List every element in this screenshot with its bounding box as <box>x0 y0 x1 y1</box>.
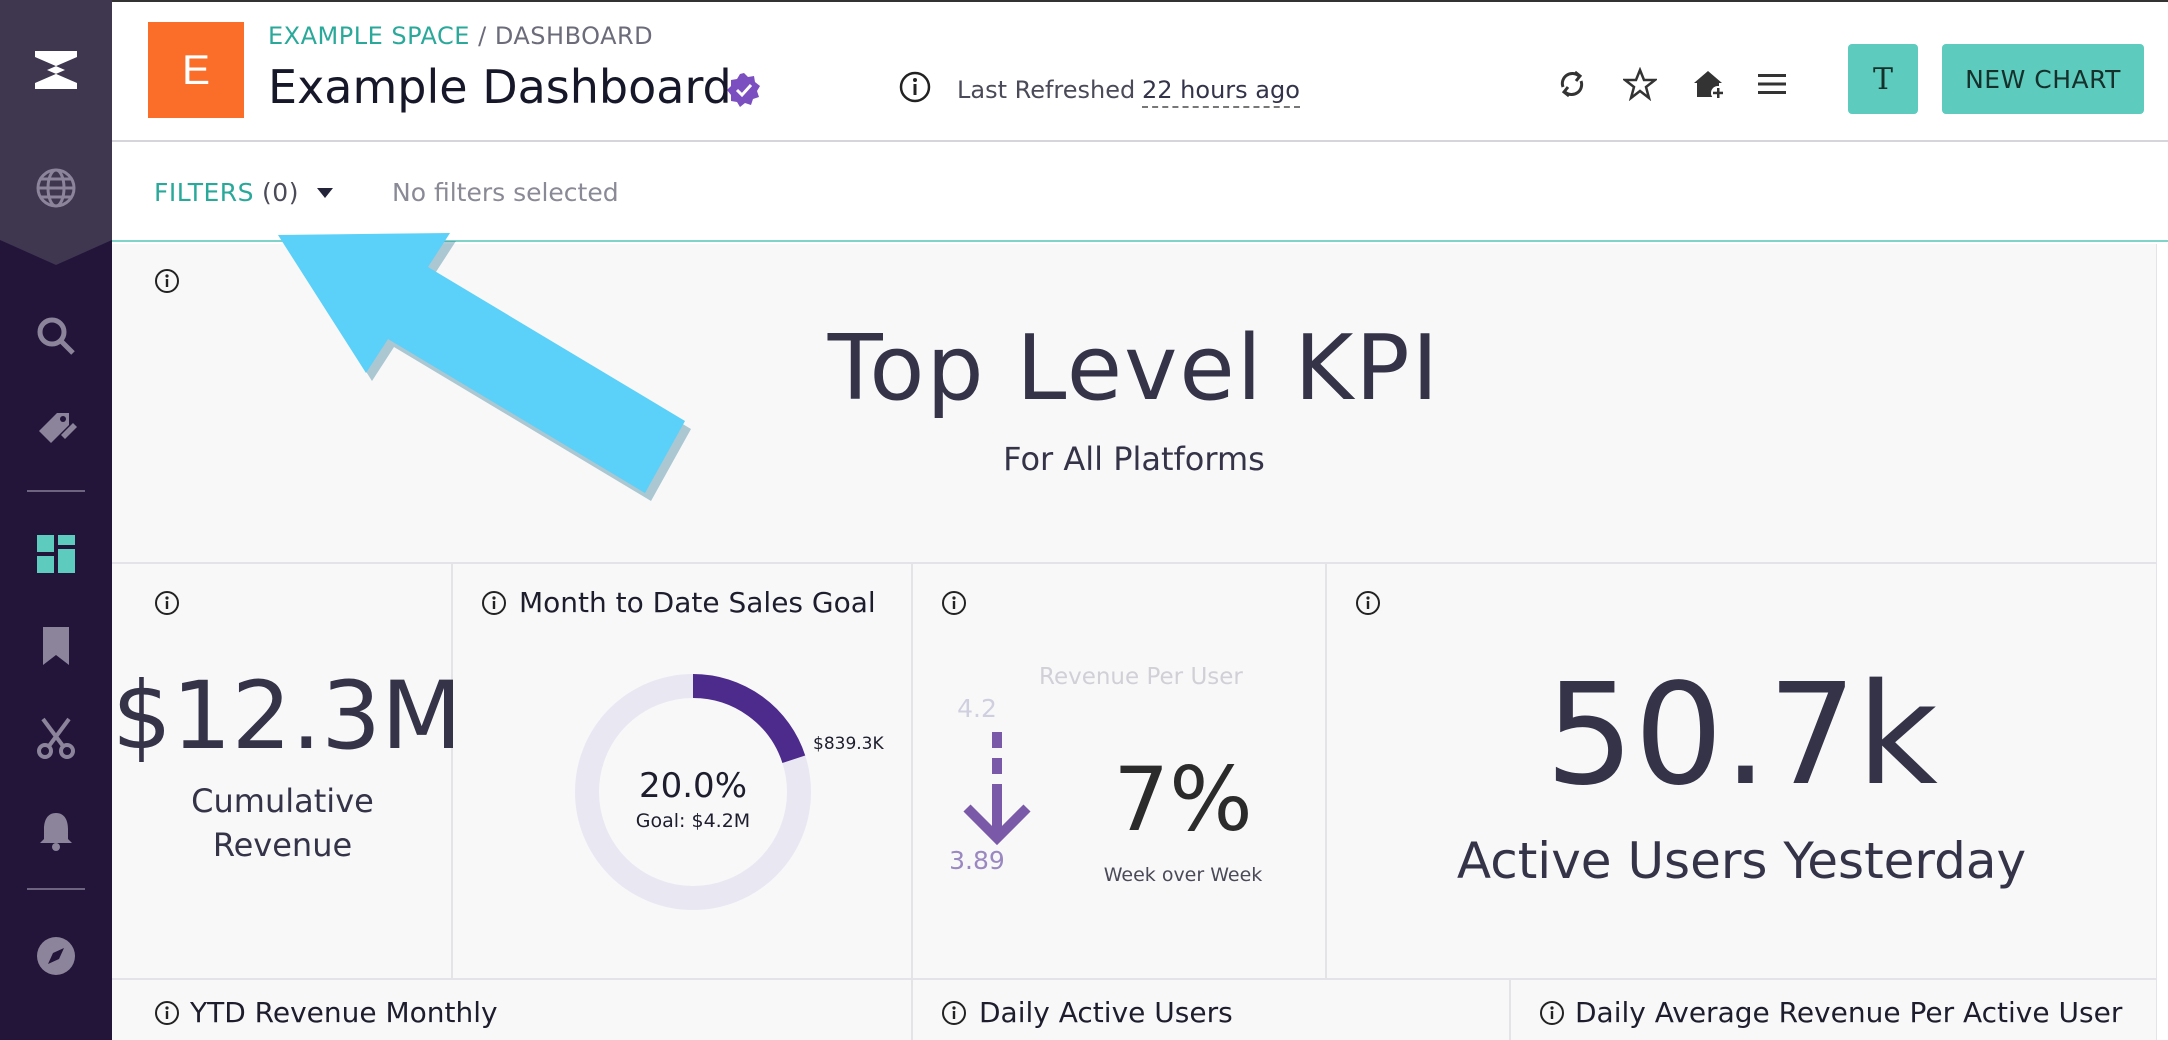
annotation-arrow <box>278 233 691 501</box>
refresh-icon[interactable] <box>1552 64 1592 104</box>
last-refreshed-value[interactable]: 22 hours ago <box>1142 76 1300 108</box>
ytd-revenue-tile[interactable]: YTD Revenue Monthly <box>112 980 913 1040</box>
cumulative-revenue-label-line1: Cumulative <box>191 782 374 820</box>
daily-avg-revenue-title: Daily Average Revenue Per Active User <box>1575 996 2123 1029</box>
info-icon[interactable] <box>154 590 180 616</box>
page-title: Example Dashboard <box>268 60 732 114</box>
sidebar-divider <box>27 888 85 890</box>
last-refreshed-label: Last Refreshed <box>957 76 1136 104</box>
info-icon[interactable] <box>941 1000 967 1026</box>
gauge-progress-arc <box>692 674 806 764</box>
bell-icon[interactable] <box>26 800 86 860</box>
kpi-subtitle: For All Platforms <box>1003 440 1265 478</box>
chevron-down-icon <box>316 187 333 198</box>
cumulative-revenue-label-line2: Revenue <box>212 826 353 864</box>
header: E EXAMPLE SPACE / DASHBOARD Example Dash… <box>112 0 2168 142</box>
filters-button[interactable]: FILTERS (0) <box>154 178 333 207</box>
ytd-revenue-title: YTD Revenue Monthly <box>190 996 498 1029</box>
breadcrumb-separator: / <box>469 22 495 50</box>
info-icon[interactable] <box>898 70 932 104</box>
active-users-tile[interactable]: 50.7k Active Users Yesterday <box>1327 564 2156 980</box>
daily-active-users-tile[interactable]: Daily Active Users <box>913 980 1511 1040</box>
compass-icon[interactable] <box>26 926 86 986</box>
sidebar <box>0 0 112 1040</box>
globe-icon[interactable] <box>26 158 86 218</box>
info-icon[interactable] <box>154 1000 180 1026</box>
breadcrumb-space-link[interactable]: EXAMPLE SPACE <box>268 22 470 50</box>
daily-avg-revenue-tile[interactable]: Daily Average Revenue Per Active User <box>1511 980 2156 1040</box>
home-add-icon[interactable] <box>1688 64 1728 104</box>
info-icon[interactable] <box>154 268 180 294</box>
filters-label: FILTERS <box>154 178 255 207</box>
kpi-title: Top Level KPI <box>827 316 1441 421</box>
sales-goal-current: $839.3K <box>813 734 884 754</box>
rpu-title: Revenue Per User <box>1039 664 1243 690</box>
sales-goal-percent: 20.0% <box>638 766 747 806</box>
filters-count: (0) <box>262 178 299 207</box>
info-icon[interactable] <box>941 590 967 616</box>
active-users-value: 50.7k <box>1545 654 1938 817</box>
breadcrumb-page: DASHBOARD <box>494 22 654 50</box>
search-icon[interactable] <box>26 306 86 366</box>
space-logo[interactable]: E <box>148 22 244 118</box>
cumulative-revenue-tile[interactable]: $12.3M Cumulative Revenue <box>112 564 463 980</box>
info-icon[interactable] <box>481 590 507 616</box>
rpu-current-value: 3.89 <box>949 846 1005 875</box>
sales-goal-gauge <box>575 674 811 910</box>
new-chart-button[interactable]: NEW CHART <box>1942 44 2144 114</box>
rpu-change-value: 7% <box>1113 748 1253 851</box>
sales-goal-title: Month to Date Sales Goal <box>519 586 876 619</box>
filter-bar: FILTERS (0) No filters selected <box>112 142 2168 242</box>
bookmark-icon[interactable] <box>26 616 86 676</box>
active-users-label: Active Users Yesterday <box>1456 832 2027 890</box>
star-icon[interactable] <box>1620 64 1660 104</box>
sales-goal-tile[interactable]: Month to Date Sales Goal 20.0% Goal: $4.… <box>453 564 913 980</box>
daily-active-users-title: Daily Active Users <box>979 996 1233 1029</box>
scissors-icon[interactable] <box>26 708 86 768</box>
tag-edit-icon[interactable] <box>26 398 86 458</box>
rpu-change-label: Week over Week <box>1103 864 1263 886</box>
info-icon[interactable] <box>1539 1000 1565 1026</box>
arrow-down-icon <box>963 732 1031 846</box>
dashboard-icon[interactable] <box>26 524 86 584</box>
cumulative-revenue-value: $12.3M <box>112 662 463 771</box>
sidebar-header <box>0 0 112 265</box>
menu-icon[interactable] <box>1752 64 1792 104</box>
breadcrumb: EXAMPLE SPACE / DASHBOARD <box>268 22 653 50</box>
scrollbar[interactable] <box>2156 244 2168 1040</box>
app-logo-icon[interactable] <box>26 40 86 100</box>
verified-badge-icon <box>727 73 760 107</box>
info-icon[interactable] <box>1355 590 1381 616</box>
revenue-per-user-tile[interactable]: Revenue Per User 4.2 3.89 7% Week over W… <box>913 564 1327 980</box>
sales-goal-target: Goal: $4.2M <box>635 810 751 832</box>
filters-status: No filters selected <box>392 178 619 207</box>
user-avatar[interactable]: T <box>1848 44 1918 114</box>
rpu-previous-value: 4.2 <box>957 694 997 723</box>
sidebar-divider <box>27 490 85 492</box>
